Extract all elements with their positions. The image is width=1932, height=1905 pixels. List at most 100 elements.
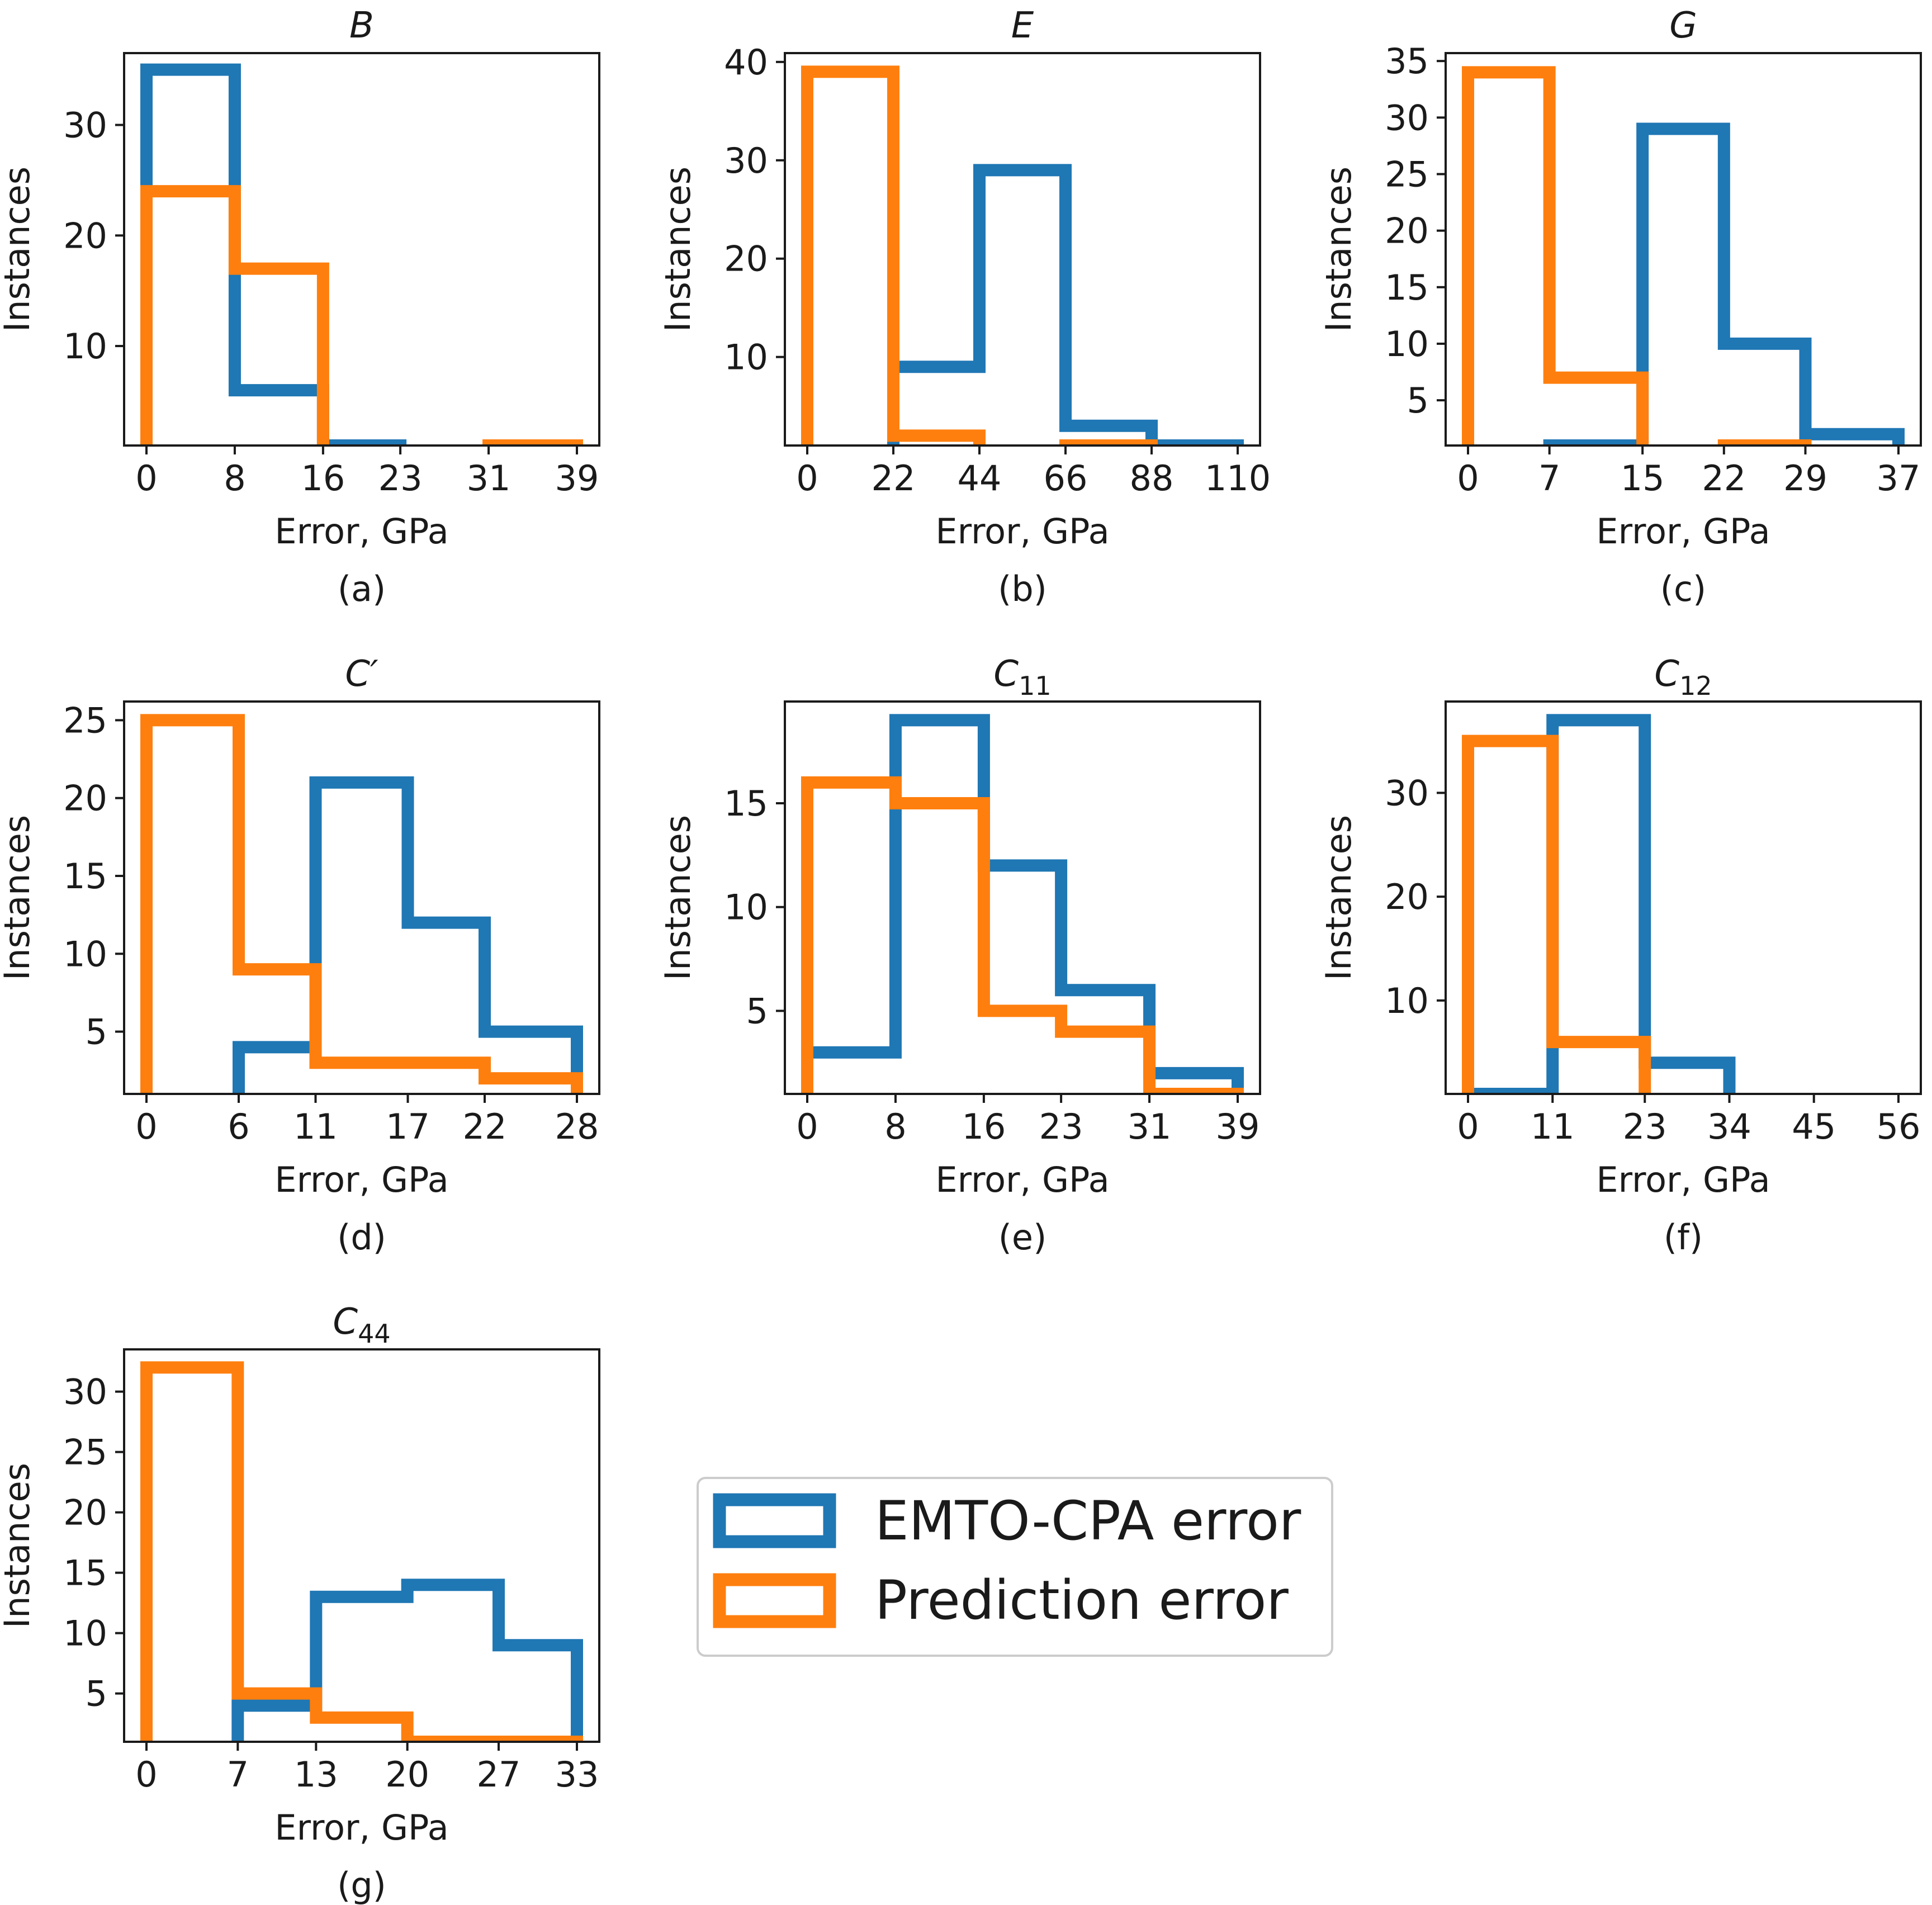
y-tick-label: 35 bbox=[1385, 41, 1429, 82]
y-tick-label: 40 bbox=[724, 42, 768, 83]
panel-title: C44 bbox=[333, 1301, 390, 1349]
x-tick-label: 8 bbox=[224, 458, 245, 499]
x-axis-label: Error, GPa bbox=[1596, 511, 1770, 552]
panel-title: C11 bbox=[993, 653, 1051, 701]
x-tick-label: 0 bbox=[796, 458, 818, 499]
y-tick-label: 15 bbox=[63, 856, 107, 897]
legend-frame bbox=[697, 1477, 1333, 1657]
histogram-series-emto bbox=[233, 776, 583, 1094]
y-tick-label: 25 bbox=[63, 1432, 107, 1473]
x-tick-label: 39 bbox=[555, 458, 599, 499]
x-tick-label: 23 bbox=[1039, 1106, 1083, 1147]
y-axis-label: Instances bbox=[1318, 815, 1359, 980]
panel-title: B bbox=[349, 5, 374, 46]
panel-caption: (a) bbox=[338, 568, 386, 609]
panel-title-main: C bbox=[333, 1301, 358, 1343]
y-tick-label: 10 bbox=[724, 337, 768, 378]
panel-caption: (g) bbox=[337, 1865, 386, 1905]
histogram-series-prediction bbox=[1462, 734, 1651, 1094]
y-tick-label: 15 bbox=[63, 1553, 107, 1594]
y-tick-label: 10 bbox=[63, 933, 107, 974]
y-tick-label: 30 bbox=[63, 1372, 107, 1413]
y-tick-label: 10 bbox=[63, 1613, 107, 1654]
x-tick-label: 27 bbox=[477, 1754, 521, 1795]
y-tick-label: 5 bbox=[86, 1012, 107, 1053]
x-tick-label: 0 bbox=[1457, 458, 1479, 499]
x-axis-label: Error, GPa bbox=[274, 511, 448, 552]
x-tick-label: 16 bbox=[962, 1106, 1006, 1147]
legend-label-prediction: Prediction error bbox=[875, 1569, 1289, 1632]
axes-frame bbox=[784, 700, 1261, 1095]
legend-label-emto: EMTO-CPA error bbox=[875, 1490, 1301, 1552]
x-tick-label: 56 bbox=[1877, 1106, 1921, 1147]
x-tick-label: 45 bbox=[1792, 1106, 1836, 1147]
x-tick-label: 31 bbox=[1128, 1106, 1172, 1147]
histogram-series-emto bbox=[1462, 714, 1736, 1094]
x-tick-label: 29 bbox=[1783, 458, 1827, 499]
histogram-series-emto bbox=[887, 164, 1244, 446]
panel-title-main: C bbox=[993, 653, 1019, 695]
panel-title-subscript: 44 bbox=[358, 1319, 391, 1349]
x-tick-label: 110 bbox=[1205, 458, 1271, 499]
y-tick-label: 20 bbox=[1385, 211, 1429, 252]
x-axis-label: Error, GPa bbox=[274, 1807, 448, 1848]
panel-title: E bbox=[1011, 5, 1034, 46]
panel-title-subscript: 12 bbox=[1679, 671, 1712, 701]
y-tick-label: 30 bbox=[63, 105, 107, 146]
x-tick-label: 33 bbox=[555, 1754, 599, 1795]
y-tick-label: 25 bbox=[63, 700, 107, 741]
panel-title-main: C′ bbox=[345, 653, 378, 695]
x-tick-label: 66 bbox=[1044, 458, 1088, 499]
y-axis-label: Instances bbox=[0, 1463, 37, 1628]
y-tick-label: 20 bbox=[1385, 876, 1429, 917]
panel-e: 0 8 16 23 31 39 5 10 15 Error, GPa Instances C11 (e) bbox=[657, 653, 1261, 1258]
x-axis-label: Error, GPa bbox=[935, 511, 1109, 552]
x-tick-label: 7 bbox=[227, 1754, 249, 1795]
histogram-series-prediction bbox=[140, 185, 583, 446]
histogram-series-emto bbox=[231, 1579, 583, 1742]
panel-f: 0 11 23 34 45 56 10 20 30 Error, GPa Instances C12 (… bbox=[1318, 653, 1922, 1258]
y-tick-label: 5 bbox=[1407, 380, 1429, 421]
x-tick-label: 11 bbox=[293, 1106, 338, 1147]
histogram-series-prediction bbox=[801, 776, 1244, 1094]
histogram-series-emto bbox=[801, 714, 1244, 1094]
x-tick-label: 17 bbox=[386, 1106, 430, 1147]
legend: EMTO-CPA error Prediction error bbox=[697, 1477, 1333, 1657]
axes-frame bbox=[123, 52, 600, 447]
panels: 0 8 16 23 31 39 10 20 30 Error, GPa Instances B (a) 0… bbox=[0, 5, 1922, 1905]
panel-title: C12 bbox=[1654, 653, 1712, 701]
y-axis-label: Instances bbox=[1318, 167, 1359, 332]
x-tick-label: 0 bbox=[796, 1106, 818, 1147]
panel-title: C′ bbox=[345, 653, 378, 695]
histogram-series-prediction bbox=[140, 714, 583, 1094]
axes-frame bbox=[123, 700, 600, 1095]
y-axis-label: Instances bbox=[0, 815, 37, 980]
x-tick-label: 7 bbox=[1538, 458, 1560, 499]
panel-d: 0 6 11 17 22 28 5 10 15 20 25 Error, GPa Instances C′… bbox=[0, 653, 600, 1258]
axes-frame bbox=[123, 1348, 600, 1743]
y-axis-label: Instances bbox=[0, 167, 37, 332]
histogram-series-prediction bbox=[140, 1361, 583, 1742]
x-tick-label: 13 bbox=[294, 1754, 338, 1795]
x-tick-label: 22 bbox=[1702, 458, 1746, 499]
y-tick-label: 10 bbox=[63, 326, 107, 367]
legend-swatch-emto bbox=[713, 1493, 836, 1548]
y-tick-label: 5 bbox=[746, 991, 768, 1031]
y-axis-label: Instances bbox=[657, 815, 698, 980]
y-tick-label: 25 bbox=[1385, 154, 1429, 195]
axes-frame bbox=[1445, 52, 1922, 447]
x-axis-label: Error, GPa bbox=[935, 1159, 1109, 1200]
y-tick-label: 10 bbox=[1385, 980, 1429, 1021]
x-axis-label: Error, GPa bbox=[274, 1159, 448, 1200]
panel-title-main: B bbox=[349, 5, 374, 46]
legend-swatch-prediction bbox=[713, 1573, 836, 1628]
axes-frame bbox=[784, 52, 1261, 447]
panel-caption: (e) bbox=[998, 1217, 1047, 1258]
panel-caption: (f) bbox=[1664, 1217, 1703, 1258]
x-tick-label: 0 bbox=[1457, 1106, 1479, 1147]
x-tick-label: 23 bbox=[378, 458, 423, 499]
panel-title-main: C bbox=[1654, 653, 1679, 695]
y-tick-label: 10 bbox=[724, 887, 768, 928]
x-tick-label: 34 bbox=[1707, 1106, 1751, 1147]
x-tick-label: 0 bbox=[135, 458, 157, 499]
